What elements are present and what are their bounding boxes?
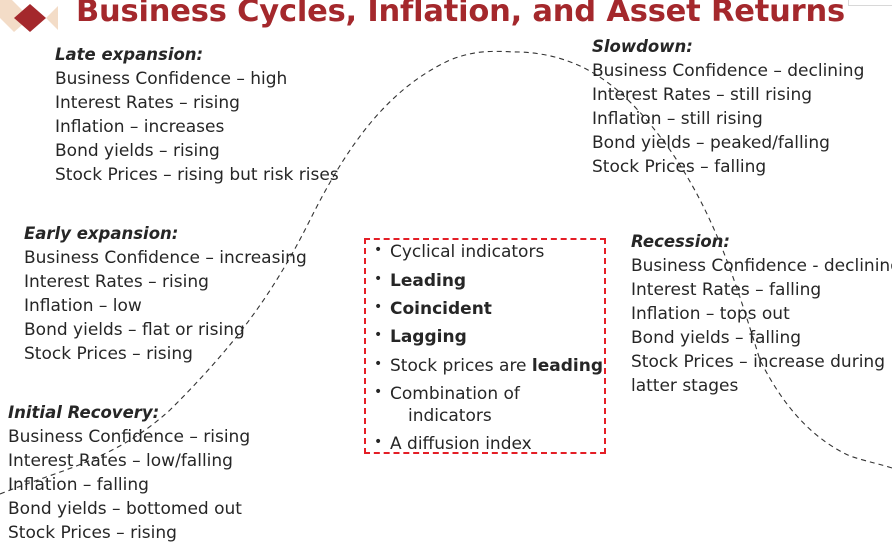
indicator-item: • Cyclical indicators (374, 242, 545, 262)
slowdown-line: Business Confidence – declining (592, 61, 865, 81)
late-expansion-line: Bond yields – rising (55, 141, 220, 161)
indicator-item: • Combination of (374, 384, 520, 404)
indicator-bold-text: leading (531, 356, 604, 376)
recession-line: Inflation – tops out (631, 304, 790, 324)
initial-recovery-line: Business Confidence – rising (8, 427, 251, 447)
recession-line: Bond yields – falling (631, 328, 802, 348)
early-expansion-line: Bond yields – flat or rising (24, 320, 245, 340)
indicator-item: • Leading (374, 271, 467, 291)
indicator-text: A diffusion index (390, 434, 532, 454)
indicator-item: • Lagging (374, 327, 467, 347)
slowdown-line: Stock Prices – falling (592, 157, 767, 177)
page-title: Business Cycles, Inflation, and Asset Re… (76, 0, 845, 29)
early-expansion-line: Inflation – low (24, 296, 142, 316)
indicator-item-continuation: indicators (408, 406, 492, 426)
slowdown-block: Slowdown: Business Confidence – declinin… (592, 35, 864, 179)
late-expansion-block: Late expansion: Business Confidence – hi… (55, 43, 339, 187)
early-expansion-line: Interest Rates – rising (24, 272, 209, 292)
bullet-icon: • (374, 384, 383, 400)
late-expansion-line: Stock Prices – rising but risk rises (55, 165, 339, 185)
indicator-bold-text: Leading (390, 271, 467, 291)
initial-recovery-line: Interest Rates – low/falling (8, 451, 233, 471)
initial-recovery-block: Initial Recovery: Business Confidence – … (8, 401, 250, 545)
indicator-text: Stock prices are (390, 356, 532, 376)
late-expansion-line: Inflation – increases (55, 117, 225, 137)
early-expansion-line: Stock Prices – rising (24, 344, 193, 364)
title-corner-frame (848, 0, 892, 6)
late-expansion-line: Interest Rates – rising (55, 93, 240, 113)
indicator-item: • A diffusion index (374, 434, 532, 454)
logo-red-diamond-icon (14, 4, 46, 32)
indicators-box: • Cyclical indicators • Leading • Coinci… (364, 238, 606, 454)
slowdown-line: Bond yields – peaked/falling (592, 133, 830, 153)
late-expansion-line: Business Confidence – high (55, 69, 288, 89)
bullet-icon: • (374, 434, 383, 450)
initial-recovery-heading: Initial Recovery: (8, 403, 160, 422)
indicator-item: • Coincident (374, 299, 492, 319)
slowdown-line: Inflation – still rising (592, 109, 763, 129)
recession-line: Business Confidence - declining (631, 256, 892, 276)
indicator-item: • Stock prices are leading (374, 356, 604, 376)
logo-beige-tail (46, 6, 58, 30)
slowdown-heading: Slowdown: (592, 37, 693, 56)
indicator-bold-text: Coincident (390, 299, 492, 319)
initial-recovery-line: Bond yields – bottomed out (8, 499, 242, 519)
early-expansion-block: Early expansion: Business Confidence – i… (24, 222, 307, 366)
bullet-icon: • (374, 327, 383, 343)
initial-recovery-line: Inflation – falling (8, 475, 149, 495)
brand-diamond-logo (0, 0, 58, 32)
late-expansion-heading: Late expansion: (55, 45, 204, 64)
recession-block: Recession: Business Confidence - declini… (631, 230, 892, 398)
early-expansion-line: Business Confidence – increasing (24, 248, 307, 268)
bullet-icon: • (374, 299, 383, 315)
bullet-icon: • (374, 356, 383, 372)
indicator-text: indicators (408, 406, 492, 426)
indicator-text: Combination of (390, 384, 520, 404)
recession-line: Stock Prices – increase during (631, 352, 885, 372)
indicator-bold-text: Lagging (390, 327, 467, 347)
early-expansion-heading: Early expansion: (24, 224, 179, 243)
bullet-icon: • (374, 271, 383, 287)
recession-heading: Recession: (631, 232, 731, 251)
indicator-text: Cyclical indicators (390, 242, 545, 262)
initial-recovery-line: Stock Prices – rising (8, 523, 177, 543)
bullet-icon: • (374, 242, 383, 258)
recession-line: Interest Rates – falling (631, 280, 822, 300)
cycle-dashed-line (0, 50, 892, 495)
slowdown-line: Interest Rates – still rising (592, 85, 813, 105)
recession-line: latter stages (631, 376, 739, 396)
